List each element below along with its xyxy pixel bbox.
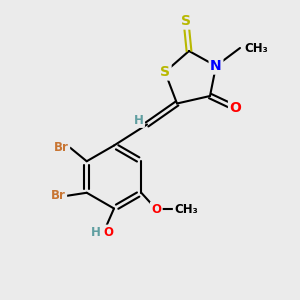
Text: CH₃: CH₃ [174,203,198,216]
Text: H: H [91,226,100,239]
Text: O: O [151,203,161,216]
Text: Br: Br [51,189,66,202]
Text: H: H [134,113,143,127]
Text: S: S [160,65,170,79]
Text: O: O [103,226,113,239]
Text: N: N [210,59,222,73]
Text: O: O [230,101,242,115]
Text: CH₃: CH₃ [244,41,268,55]
Text: Br: Br [54,141,69,154]
Text: S: S [181,14,191,28]
